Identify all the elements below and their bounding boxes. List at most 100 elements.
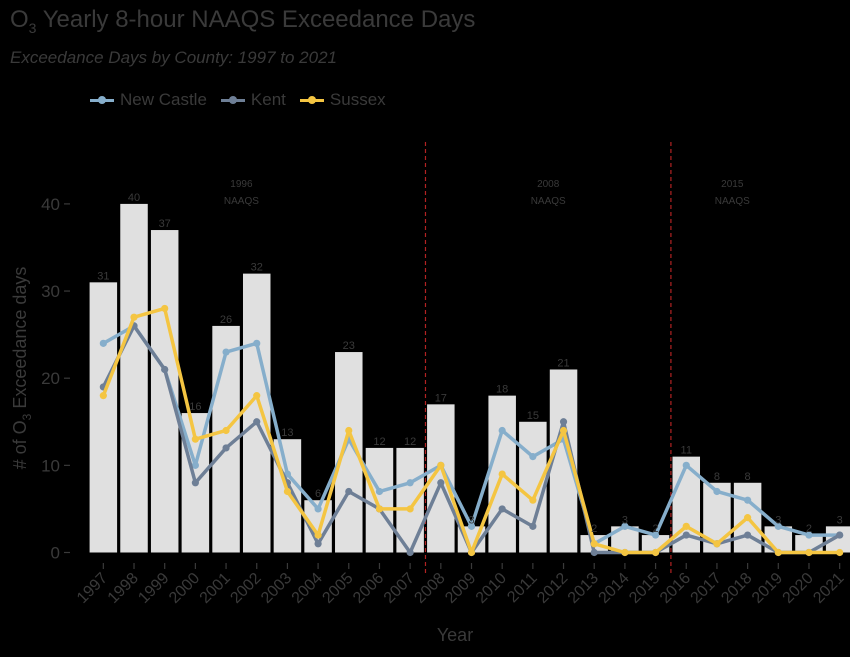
bar-value-label: 21 xyxy=(557,357,569,369)
series-point-kent xyxy=(529,522,537,530)
series-point-kent xyxy=(253,418,261,426)
bar-2011 xyxy=(519,421,547,553)
bar-value-label: 18 xyxy=(496,384,508,396)
legend-item-new-castle: New Castle xyxy=(90,90,207,110)
series-point-sussex xyxy=(314,531,322,539)
series-point-sussex xyxy=(805,548,813,557)
bar-value-label: 2 xyxy=(591,523,597,535)
series-point-new-castle xyxy=(651,531,660,539)
series-point-sussex xyxy=(621,548,629,557)
series-point-sussex xyxy=(774,548,782,557)
x-tick-label: 2003 xyxy=(258,570,295,607)
series-point-sussex xyxy=(222,426,230,435)
series-point-kent xyxy=(437,479,445,487)
series-point-new-castle xyxy=(774,522,782,530)
title-prefix: O xyxy=(10,6,29,33)
y-tick-label: 30 xyxy=(41,282,60,301)
series-point-new-castle xyxy=(99,339,107,347)
legend-swatch xyxy=(220,96,245,104)
series-point-sussex xyxy=(836,548,844,557)
series-point-kent xyxy=(222,444,230,452)
series-point-sussex xyxy=(253,392,261,400)
series-point-new-castle xyxy=(314,505,322,513)
bar-1998 xyxy=(120,203,148,553)
bar-value-label: 2 xyxy=(806,523,812,535)
series-point-sussex xyxy=(437,461,445,469)
x-tick-label: 2016 xyxy=(657,570,694,607)
bar-value-label: 31 xyxy=(97,270,109,282)
series-point-new-castle xyxy=(375,487,384,496)
series-point-sussex xyxy=(375,505,384,513)
series-point-sussex xyxy=(161,304,169,313)
series-point-new-castle xyxy=(805,531,813,539)
y-tick-label: 0 xyxy=(51,544,60,563)
bar-value-label: 40 xyxy=(128,192,140,204)
series-point-sussex xyxy=(191,435,199,443)
series-point-new-castle xyxy=(498,426,506,435)
annotation-label: NAAQS xyxy=(531,196,566,207)
y-axis-title-prefix: # of O xyxy=(10,420,30,469)
x-tick-label: 2020 xyxy=(780,570,817,607)
x-tick-label: 1997 xyxy=(74,570,111,607)
series-point-new-castle xyxy=(191,461,199,469)
bar-1999 xyxy=(150,230,179,553)
series-point-sussex xyxy=(682,522,690,530)
y-axis-title-rest: Exceedance days xyxy=(10,267,30,414)
bar-value-label: 26 xyxy=(220,314,232,326)
x-tick-label: 2002 xyxy=(227,570,264,607)
bar-value-label: 3 xyxy=(775,514,781,526)
legend-swatch xyxy=(90,96,114,104)
annotation-year: 2008 xyxy=(537,179,560,190)
bar-value-label: 37 xyxy=(159,218,171,230)
chart-legend: New Castle Kent Sussex xyxy=(90,90,386,110)
series-point-kent xyxy=(161,365,169,374)
series-point-new-castle xyxy=(406,479,414,487)
series-point-kent xyxy=(682,531,690,539)
annotation-year: 2015 xyxy=(721,179,744,190)
series-point-kent xyxy=(836,531,844,539)
series-point-sussex xyxy=(713,540,721,548)
series-point-kent xyxy=(406,548,414,557)
x-tick-label: 2012 xyxy=(534,570,571,607)
y-axis-title: # of O3 Exceedance days xyxy=(10,267,34,470)
bar-value-label: 13 xyxy=(281,427,293,439)
series-point-new-castle xyxy=(529,453,537,461)
series-point-sussex xyxy=(467,548,476,557)
series-point-kent xyxy=(590,548,598,557)
y-tick-label: 40 xyxy=(41,195,60,214)
bar-value-label: 17 xyxy=(435,392,447,404)
legend-swatch xyxy=(299,96,324,104)
series-point-kent xyxy=(744,531,752,539)
series-point-sussex xyxy=(283,487,292,496)
annotation-year: 1996 xyxy=(230,179,253,190)
bar-value-label: 32 xyxy=(251,262,263,274)
bar-value-label: 16 xyxy=(189,401,201,413)
y-tick-label: 20 xyxy=(41,369,60,388)
y-tick-label: 10 xyxy=(41,456,60,475)
bar-value-label: 8 xyxy=(745,471,751,483)
bar-value-label: 11 xyxy=(681,445,692,457)
series-point-sussex xyxy=(744,514,752,522)
x-tick-label: 2010 xyxy=(473,570,510,607)
bar-value-label: 23 xyxy=(343,340,355,352)
x-tick-label: 2019 xyxy=(749,570,786,607)
x-tick-label: 2014 xyxy=(596,570,633,607)
bar-value-label: 3 xyxy=(468,514,474,526)
bar-value-label: 3 xyxy=(837,514,843,526)
x-tick-label: 2015 xyxy=(626,570,663,607)
title-subscript: 3 xyxy=(28,19,37,36)
x-axis-title: Year xyxy=(437,625,473,645)
series-point-new-castle xyxy=(744,496,752,504)
title-rest: Yearly 8-hour NAAQS Exceedance Days xyxy=(36,6,476,33)
series-point-new-castle xyxy=(682,461,690,469)
bar-value-label: 12 xyxy=(404,436,416,448)
bar-2006 xyxy=(365,447,394,553)
legend-item-sussex: Sussex xyxy=(299,90,386,110)
x-tick-label: 1999 xyxy=(135,570,172,607)
series-point-sussex xyxy=(559,426,568,435)
series-point-kent xyxy=(559,418,568,426)
y-axis-title-subscript: 3 xyxy=(20,413,34,420)
series-point-sussex xyxy=(99,392,107,400)
series-point-kent xyxy=(191,479,199,487)
